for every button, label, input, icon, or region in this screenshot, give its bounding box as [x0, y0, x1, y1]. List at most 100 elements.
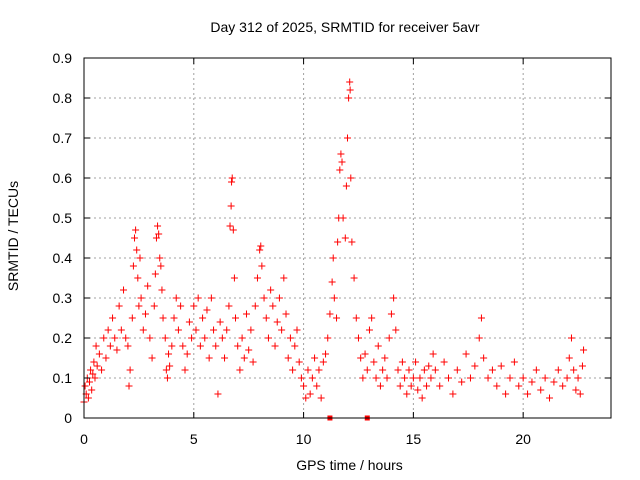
data-point: [117, 326, 125, 334]
x-tick-label: 5: [190, 431, 198, 447]
data-point: [291, 342, 299, 350]
data-point: [383, 374, 391, 382]
data-point: [306, 390, 314, 398]
data-point: [300, 382, 308, 390]
data-point: [541, 374, 549, 382]
data-point: [251, 302, 259, 310]
data-point: [423, 382, 431, 390]
data-point: [390, 294, 398, 302]
data-point: [440, 358, 448, 366]
data-point: [409, 374, 417, 382]
data-point: [247, 326, 255, 334]
data-point: [420, 366, 428, 374]
data-point: [330, 294, 338, 302]
data-point: [93, 362, 101, 370]
data-point: [226, 222, 234, 230]
x-tick-label: 10: [296, 431, 312, 447]
data-point: [111, 334, 119, 342]
data-point: [115, 302, 123, 310]
data-point: [238, 334, 246, 342]
data-point: [214, 390, 222, 398]
data-point: [348, 238, 356, 246]
data-point: [228, 178, 236, 186]
axis-ticks: 0 0.1 0.2 0.3 0.4 0.5 0.6 0.7 0.8 0.9 0 5 10 15 20: [53, 50, 611, 447]
data-point: [183, 350, 191, 358]
data-point: [120, 286, 128, 294]
data-point: [262, 314, 270, 322]
data-point: [258, 262, 266, 270]
data-point: [190, 302, 198, 310]
data-point: [392, 326, 400, 334]
data-point: [152, 234, 160, 242]
data-point: [565, 354, 573, 362]
data-point: [172, 294, 180, 302]
data-point: [98, 366, 106, 374]
data-point: [458, 378, 466, 386]
data-point: [157, 262, 165, 270]
data-point: [484, 374, 492, 382]
y-tick-label: 0.6: [53, 170, 73, 186]
data-point: [128, 314, 136, 322]
y-tick-label: 0.4: [53, 250, 73, 266]
y-tick-label: 0: [64, 410, 72, 426]
data-point: [139, 326, 147, 334]
data-point: [449, 390, 457, 398]
data-point: [429, 350, 437, 358]
data-point: [141, 310, 149, 318]
data-point: [109, 314, 117, 322]
data-point: [240, 354, 248, 362]
data-point: [81, 382, 89, 390]
data-point: [170, 314, 178, 322]
data-point: [328, 278, 336, 286]
data-point: [370, 358, 378, 366]
data-point: [227, 202, 235, 210]
data-point: [242, 310, 250, 318]
data-point: [445, 374, 453, 382]
data-point: [203, 306, 211, 314]
x-tick-label: 0: [80, 431, 88, 447]
data-point: [245, 346, 253, 354]
data-point: [166, 362, 174, 370]
data-point: [412, 358, 420, 366]
data-point: [260, 294, 268, 302]
data-point: [352, 314, 360, 322]
data-point: [338, 158, 346, 166]
data-point: [337, 150, 345, 158]
x-tick-label: 20: [515, 431, 531, 447]
data-point: [365, 326, 373, 334]
data-point: [129, 262, 137, 270]
data-point: [212, 342, 220, 350]
data-point: [333, 314, 341, 322]
y-tick-label: 0.7: [53, 130, 73, 146]
data-point: [324, 334, 332, 342]
data-point: [302, 394, 310, 402]
data-point: [88, 386, 96, 394]
y-tick-label: 0.1: [53, 370, 73, 386]
data-point: [477, 314, 485, 322]
data-point: [453, 366, 461, 374]
data-point: [580, 346, 588, 354]
data-point: [326, 310, 334, 318]
data-point: [567, 334, 575, 342]
data-point: [132, 226, 140, 234]
data-point: [344, 134, 351, 142]
data-point: [403, 390, 411, 398]
data-point: [264, 334, 272, 342]
data-point: [563, 374, 571, 382]
data-point: [95, 350, 103, 358]
data-point: [462, 350, 470, 358]
data-point: [425, 362, 433, 370]
data-point: [194, 294, 202, 302]
data-point: [572, 386, 580, 394]
y-tick-label: 0.9: [53, 50, 73, 66]
data-point: [133, 246, 141, 254]
data-point: [359, 374, 367, 382]
data-point: [480, 354, 488, 362]
data-point: [295, 358, 303, 366]
data-point: [398, 358, 406, 366]
data-point: [179, 342, 187, 350]
y-axis-label: SRMTID / TECUs: [5, 181, 21, 291]
data-point: [376, 382, 384, 390]
data-point: [341, 234, 349, 242]
data-point: [122, 334, 130, 342]
